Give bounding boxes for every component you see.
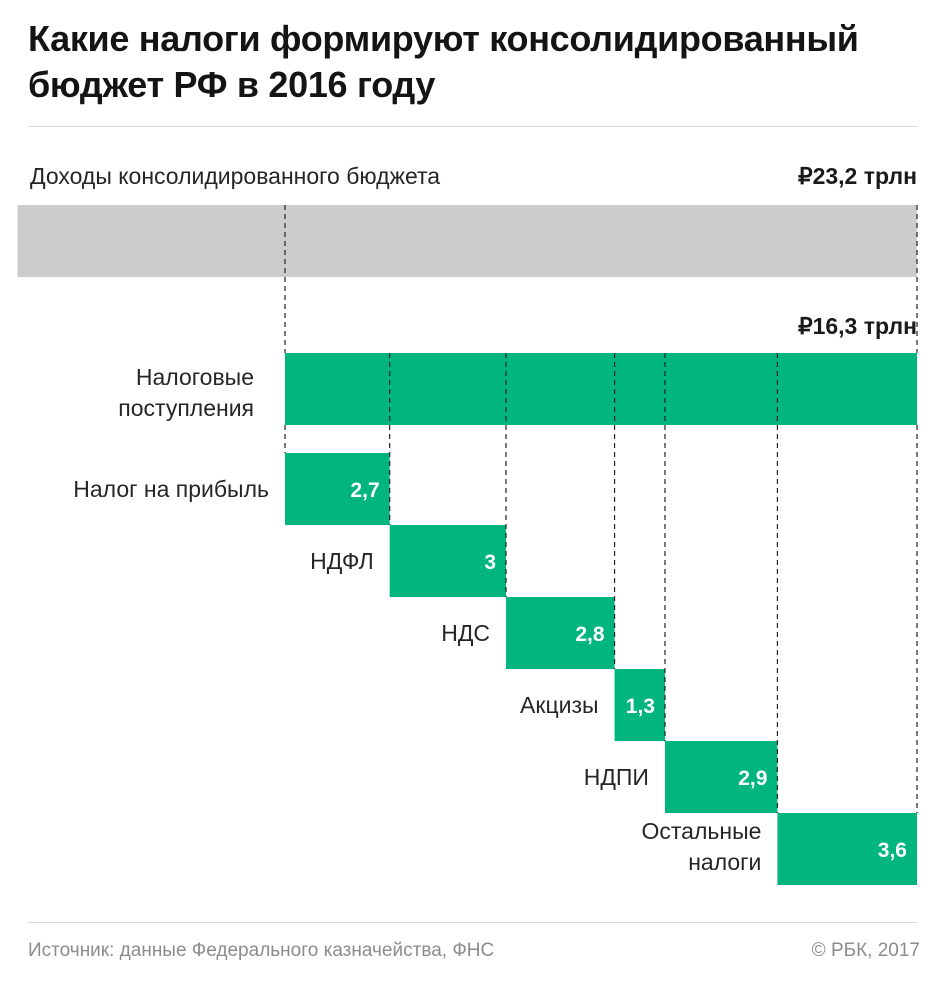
tax-bar-3: [614, 669, 665, 741]
tax-value-3: 1,3: [626, 695, 655, 718]
tax-category-4: НДПИ: [584, 764, 649, 790]
source-note: Источник: данные Федерального казначейст…: [28, 940, 495, 961]
waterfall-chart: Доходы консолидированного бюджета ₽23,2 т…: [17, 163, 918, 885]
tax-bar-5: [777, 813, 917, 885]
tax-value-2: 2,8: [575, 623, 605, 646]
tax-value-5: 3,6: [878, 839, 907, 862]
tax-revenue-bar: [285, 353, 917, 425]
total-revenue-bar: [17, 205, 918, 277]
tax-bar-1: [389, 525, 507, 597]
tax-category-0: Налог на прибыль: [73, 476, 269, 502]
tax-bar-4: [664, 741, 778, 813]
tax-value-0: 2,7: [350, 479, 379, 502]
tax-category-3: Акцизы: [520, 692, 599, 718]
tax-category-2: НДС: [441, 620, 490, 646]
tax-value-1: 3: [484, 551, 496, 574]
chart-title: Какие налоги формируют консолидированный…: [28, 18, 859, 105]
tax-revenue-label: Налоговые поступления: [118, 364, 254, 421]
tax-bar-2: [506, 597, 615, 669]
tax-category-5: Остальные налоги: [642, 818, 762, 875]
tax-bar-0: [285, 453, 390, 525]
total-revenue-value: ₽23,2 трлн: [798, 163, 917, 189]
header-divider: [28, 126, 918, 127]
total-revenue-label: Доходы консолидированного бюджета: [30, 163, 440, 189]
tax-category-1: НДФЛ: [310, 548, 374, 574]
copyright: © РБК, 2017: [811, 940, 920, 961]
tax-value-4: 2,9: [738, 767, 767, 790]
tax-revenue-value: ₽16,3 трлн: [798, 313, 917, 339]
footer-divider: [28, 922, 918, 923]
